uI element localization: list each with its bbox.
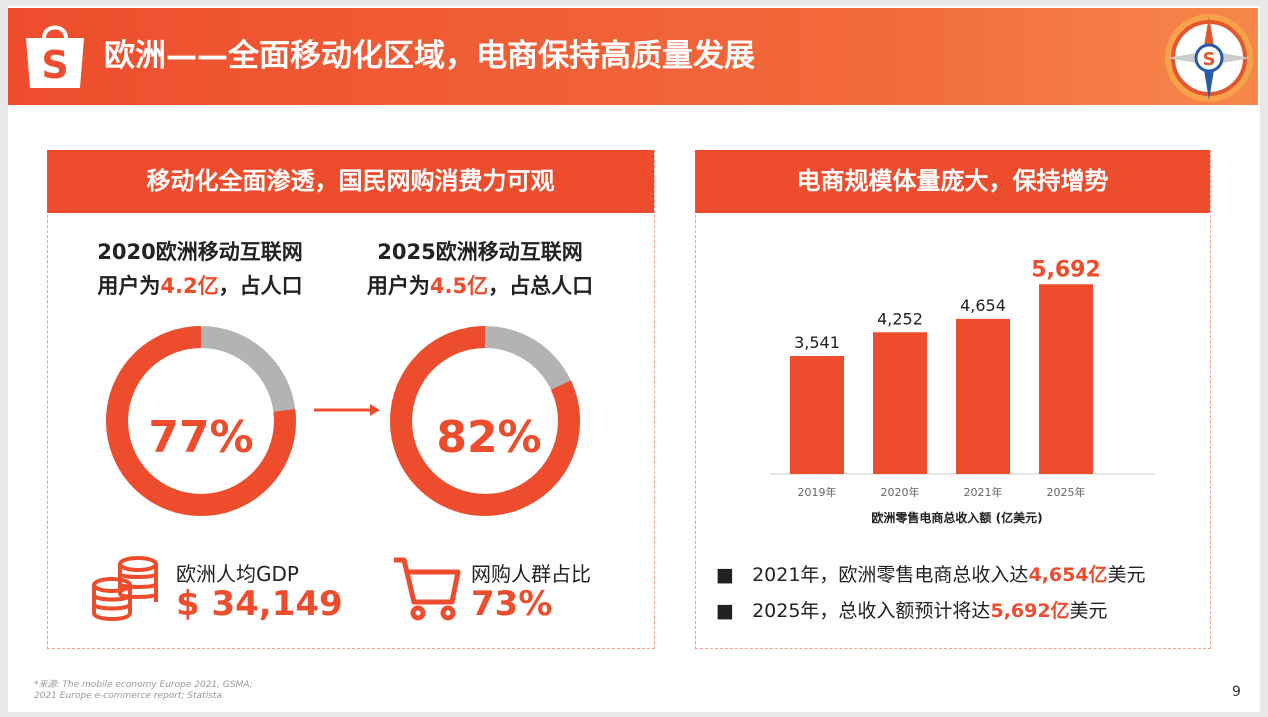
shopee-logo-icon: S [26, 25, 84, 88]
right-panel-title: 电商规模体量庞大，保持增势 [695, 150, 1210, 213]
bar-value-label: 4,654 [960, 296, 1006, 315]
bar-2020年 [873, 332, 927, 474]
donut-charts [106, 326, 580, 516]
x-tick-label: 2021年 [964, 485, 1003, 499]
stat-2025-line1: 2025欧洲移动互联网 [377, 240, 583, 264]
cart-icon [394, 557, 461, 621]
left-panel-title: 移动化全面渗透，国民网购消费力可观 [47, 150, 654, 213]
donut-2020-fill [106, 326, 296, 516]
revenue-bar-chart: 3,541 2019年 4,252 2020年 4,654 2021年 5,692 2025年… [770, 257, 1155, 525]
stat-2025-line2: 用户为4.5亿，占总人口 [366, 274, 594, 298]
header-bar [8, 8, 1258, 105]
gdp-label: 欧洲人均GDP [176, 562, 299, 586]
coins-icon [92, 556, 158, 621]
bar-value-label: 4,252 [877, 309, 923, 328]
shoppers-label: 网购人群占比 [471, 562, 591, 586]
donut-2025-label: 82% [436, 412, 542, 463]
bar-2019年 [790, 355, 844, 474]
shoppers-value: 73% [471, 584, 553, 624]
stat-2020-text: 2020欧洲移动互联网 用户为4.2亿，占人口 [60, 235, 340, 303]
x-tick-label: 2019年 [798, 485, 837, 499]
bar-value-label: 3,541 [794, 333, 840, 352]
stat-2020-line1: 2020欧洲移动互联网 [97, 240, 303, 264]
bar-2025年 [1039, 284, 1093, 474]
stat-2020-line2: 用户为4.2亿，占人口 [97, 274, 303, 298]
arrow-head-icon [370, 404, 380, 416]
compass-icon: S [1165, 14, 1253, 102]
page-number: 9 [1232, 684, 1241, 700]
source-note: *来源: The mobile economy Europe 2021, GSM… [34, 680, 253, 701]
bullet-2025: ■ 2025年，总收入额预计将达5,692亿美元 [716, 600, 1108, 622]
donut-2025-fill [390, 326, 580, 516]
x-axis-label: 欧洲零售电商总收入额 (亿美元) [871, 510, 1042, 525]
bullet-2021: ■ 2021年，欧洲零售电商总收入达4,654亿美元 [716, 564, 1146, 586]
stat-2025-text: 2025欧洲移动互联网 用户为4.5亿，占总人口 [340, 235, 620, 303]
bar-value-label: 5,692 [1031, 257, 1101, 282]
bar-2021年 [956, 318, 1010, 474]
compass-letter: S [1203, 49, 1216, 70]
gdp-value: $ 34,149 [176, 584, 343, 624]
logo-letter: S [41, 43, 68, 87]
donut-2020-label: 77% [148, 412, 254, 463]
x-tick-label: 2025年 [1047, 485, 1086, 499]
page-title: 欧洲——全面移动化区域，电商保持高质量发展 [104, 38, 755, 74]
x-tick-label: 2020年 [881, 485, 920, 499]
